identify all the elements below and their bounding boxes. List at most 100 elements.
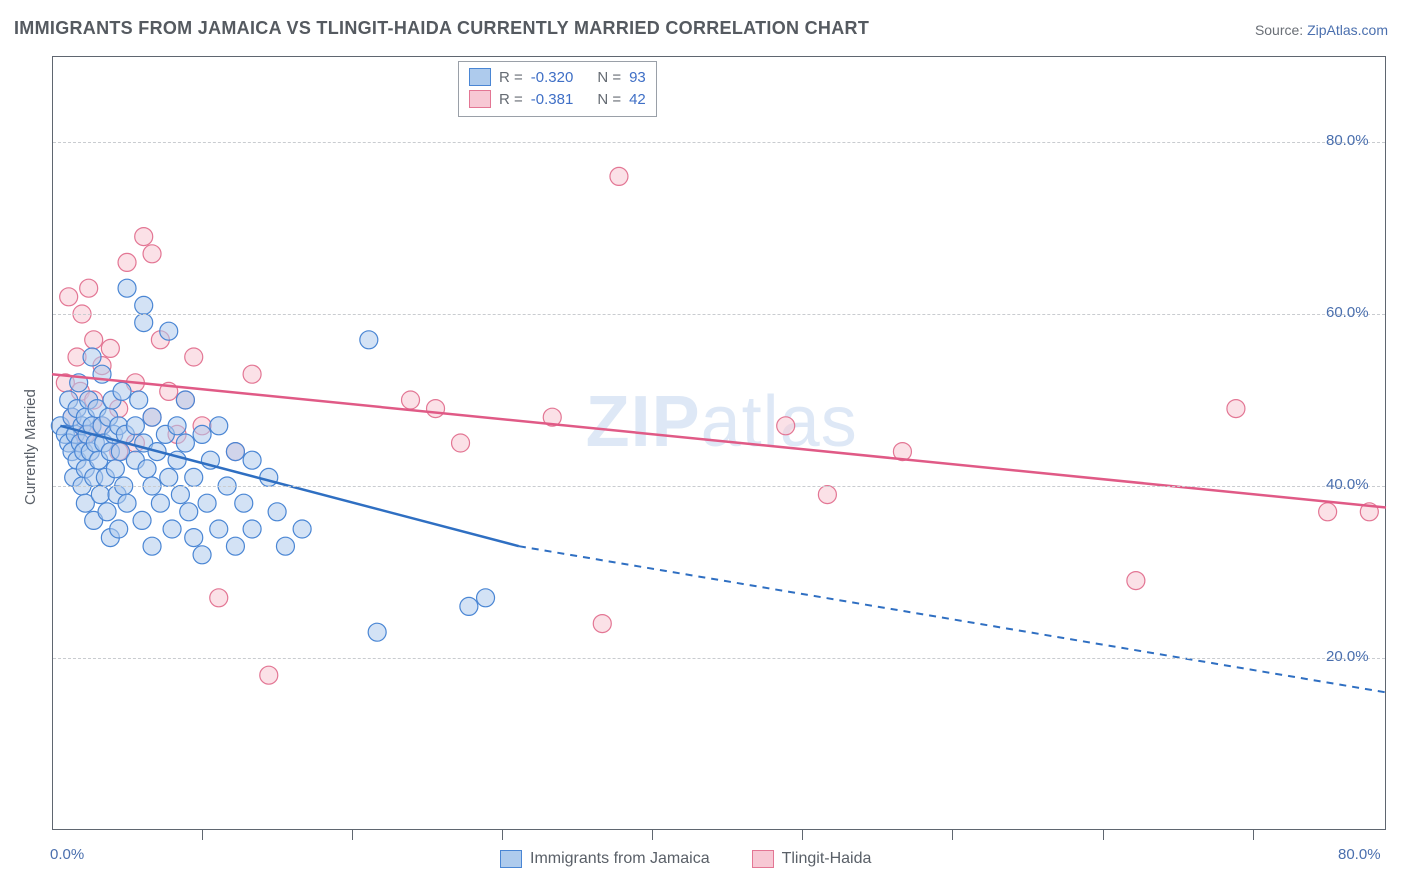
grid-line [53,658,1385,659]
x-tick-mark [1253,830,1254,840]
scatter-point-a [477,589,495,607]
scatter-point-b [610,167,628,185]
legend-n-label: N = [597,91,621,108]
grid-line [53,486,1385,487]
trend-line-b [52,374,1386,507]
x-tick-mark [952,830,953,840]
legend-series-item: Immigrants from Jamaica [500,850,710,868]
scatter-point-a [198,494,216,512]
legend-correlation: R = -0.320 N = 93 R = -0.381 N = 42 [458,61,657,117]
scatter-point-a [243,520,261,538]
legend-swatch [752,850,774,868]
scatter-point-a [193,546,211,564]
scatter-point-b [1227,400,1245,418]
y-axis-label: Currently Married [22,389,39,505]
scatter-point-b [1319,503,1337,521]
scatter-point-a [193,425,211,443]
scatter-point-a [143,408,161,426]
chart-title: IMMIGRANTS FROM JAMAICA VS TLINGIT-HAIDA… [14,18,869,39]
y-tick-label: 20.0% [1326,648,1369,665]
scatter-point-b [402,391,420,409]
y-tick-label: 80.0% [1326,132,1369,149]
scatter-point-a [171,486,189,504]
legend-n-value: 93 [629,69,646,86]
source-label: Source: ZipAtlas.com [1255,22,1388,38]
scatter-point-a [126,417,144,435]
scatter-point-a [160,468,178,486]
scatter-point-a [160,322,178,340]
x-tick-mark [802,830,803,840]
scatter-point-a [168,417,186,435]
legend-correlation-row: R = -0.381 N = 42 [469,88,646,110]
x-tick-mark [202,830,203,840]
scatter-point-a [91,486,109,504]
scatter-point-a [176,434,194,452]
chart-frame: IMMIGRANTS FROM JAMAICA VS TLINGIT-HAIDA… [0,0,1406,892]
scatter-point-b [260,666,278,684]
scatter-point-b [118,253,136,271]
legend-series-label: Tlingit-Haida [782,850,872,868]
scatter-point-a [113,382,131,400]
grid-line [53,142,1385,143]
scatter-point-a [143,537,161,555]
source-label-text: Source: [1255,22,1307,38]
x-tick-label: 0.0% [50,846,84,863]
scatter-point-a [118,279,136,297]
legend-r-value: -0.320 [531,69,574,86]
scatter-point-a [180,503,198,521]
scatter-point-b [1127,572,1145,590]
scatter-point-a [118,494,136,512]
scatter-point-b [80,279,98,297]
scatter-point-a [185,468,203,486]
scatter-point-b [135,228,153,246]
scatter-point-a [163,520,181,538]
legend-swatch [469,68,491,86]
legend-series-item: Tlingit-Haida [752,850,872,868]
scatter-point-a [106,460,124,478]
scatter-plot [52,56,1386,830]
scatter-point-a [226,537,244,555]
scatter-point-a [260,468,278,486]
scatter-point-a [268,503,286,521]
source-value: ZipAtlas.com [1307,22,1388,38]
grid-line [53,314,1385,315]
legend-correlation-row: R = -0.320 N = 93 [469,66,646,88]
scatter-point-a [133,511,151,529]
legend-swatch [469,90,491,108]
scatter-point-a [135,296,153,314]
y-tick-label: 40.0% [1326,476,1369,493]
scatter-point-a [368,623,386,641]
scatter-point-a [243,451,261,469]
scatter-point-b [143,245,161,263]
scatter-point-a [110,520,128,538]
scatter-point-b [452,434,470,452]
legend-r-label: R = [499,91,523,108]
scatter-point-a [130,391,148,409]
legend-series: Immigrants from Jamaica Tlingit-Haida [500,850,871,868]
scatter-point-a [83,348,101,366]
x-tick-mark [502,830,503,840]
scatter-point-b [427,400,445,418]
scatter-point-a [226,443,244,461]
legend-n-label: N = [597,69,621,86]
scatter-point-a [210,520,228,538]
scatter-point-b [185,348,203,366]
scatter-point-a [151,494,169,512]
scatter-point-a [460,597,478,615]
scatter-point-a [276,537,294,555]
scatter-point-b [101,339,119,357]
x-tick-mark [352,830,353,840]
legend-series-label: Immigrants from Jamaica [530,850,710,868]
legend-swatch [500,850,522,868]
legend-n-value: 42 [629,91,646,108]
scatter-point-a [185,529,203,547]
scatter-point-b [818,486,836,504]
scatter-point-b [777,417,795,435]
scatter-point-a [360,331,378,349]
legend-r-label: R = [499,69,523,86]
scatter-point-b [243,365,261,383]
scatter-point-a [210,417,228,435]
scatter-point-b [60,288,78,306]
legend-r-value: -0.381 [531,91,574,108]
scatter-point-a [138,460,156,478]
